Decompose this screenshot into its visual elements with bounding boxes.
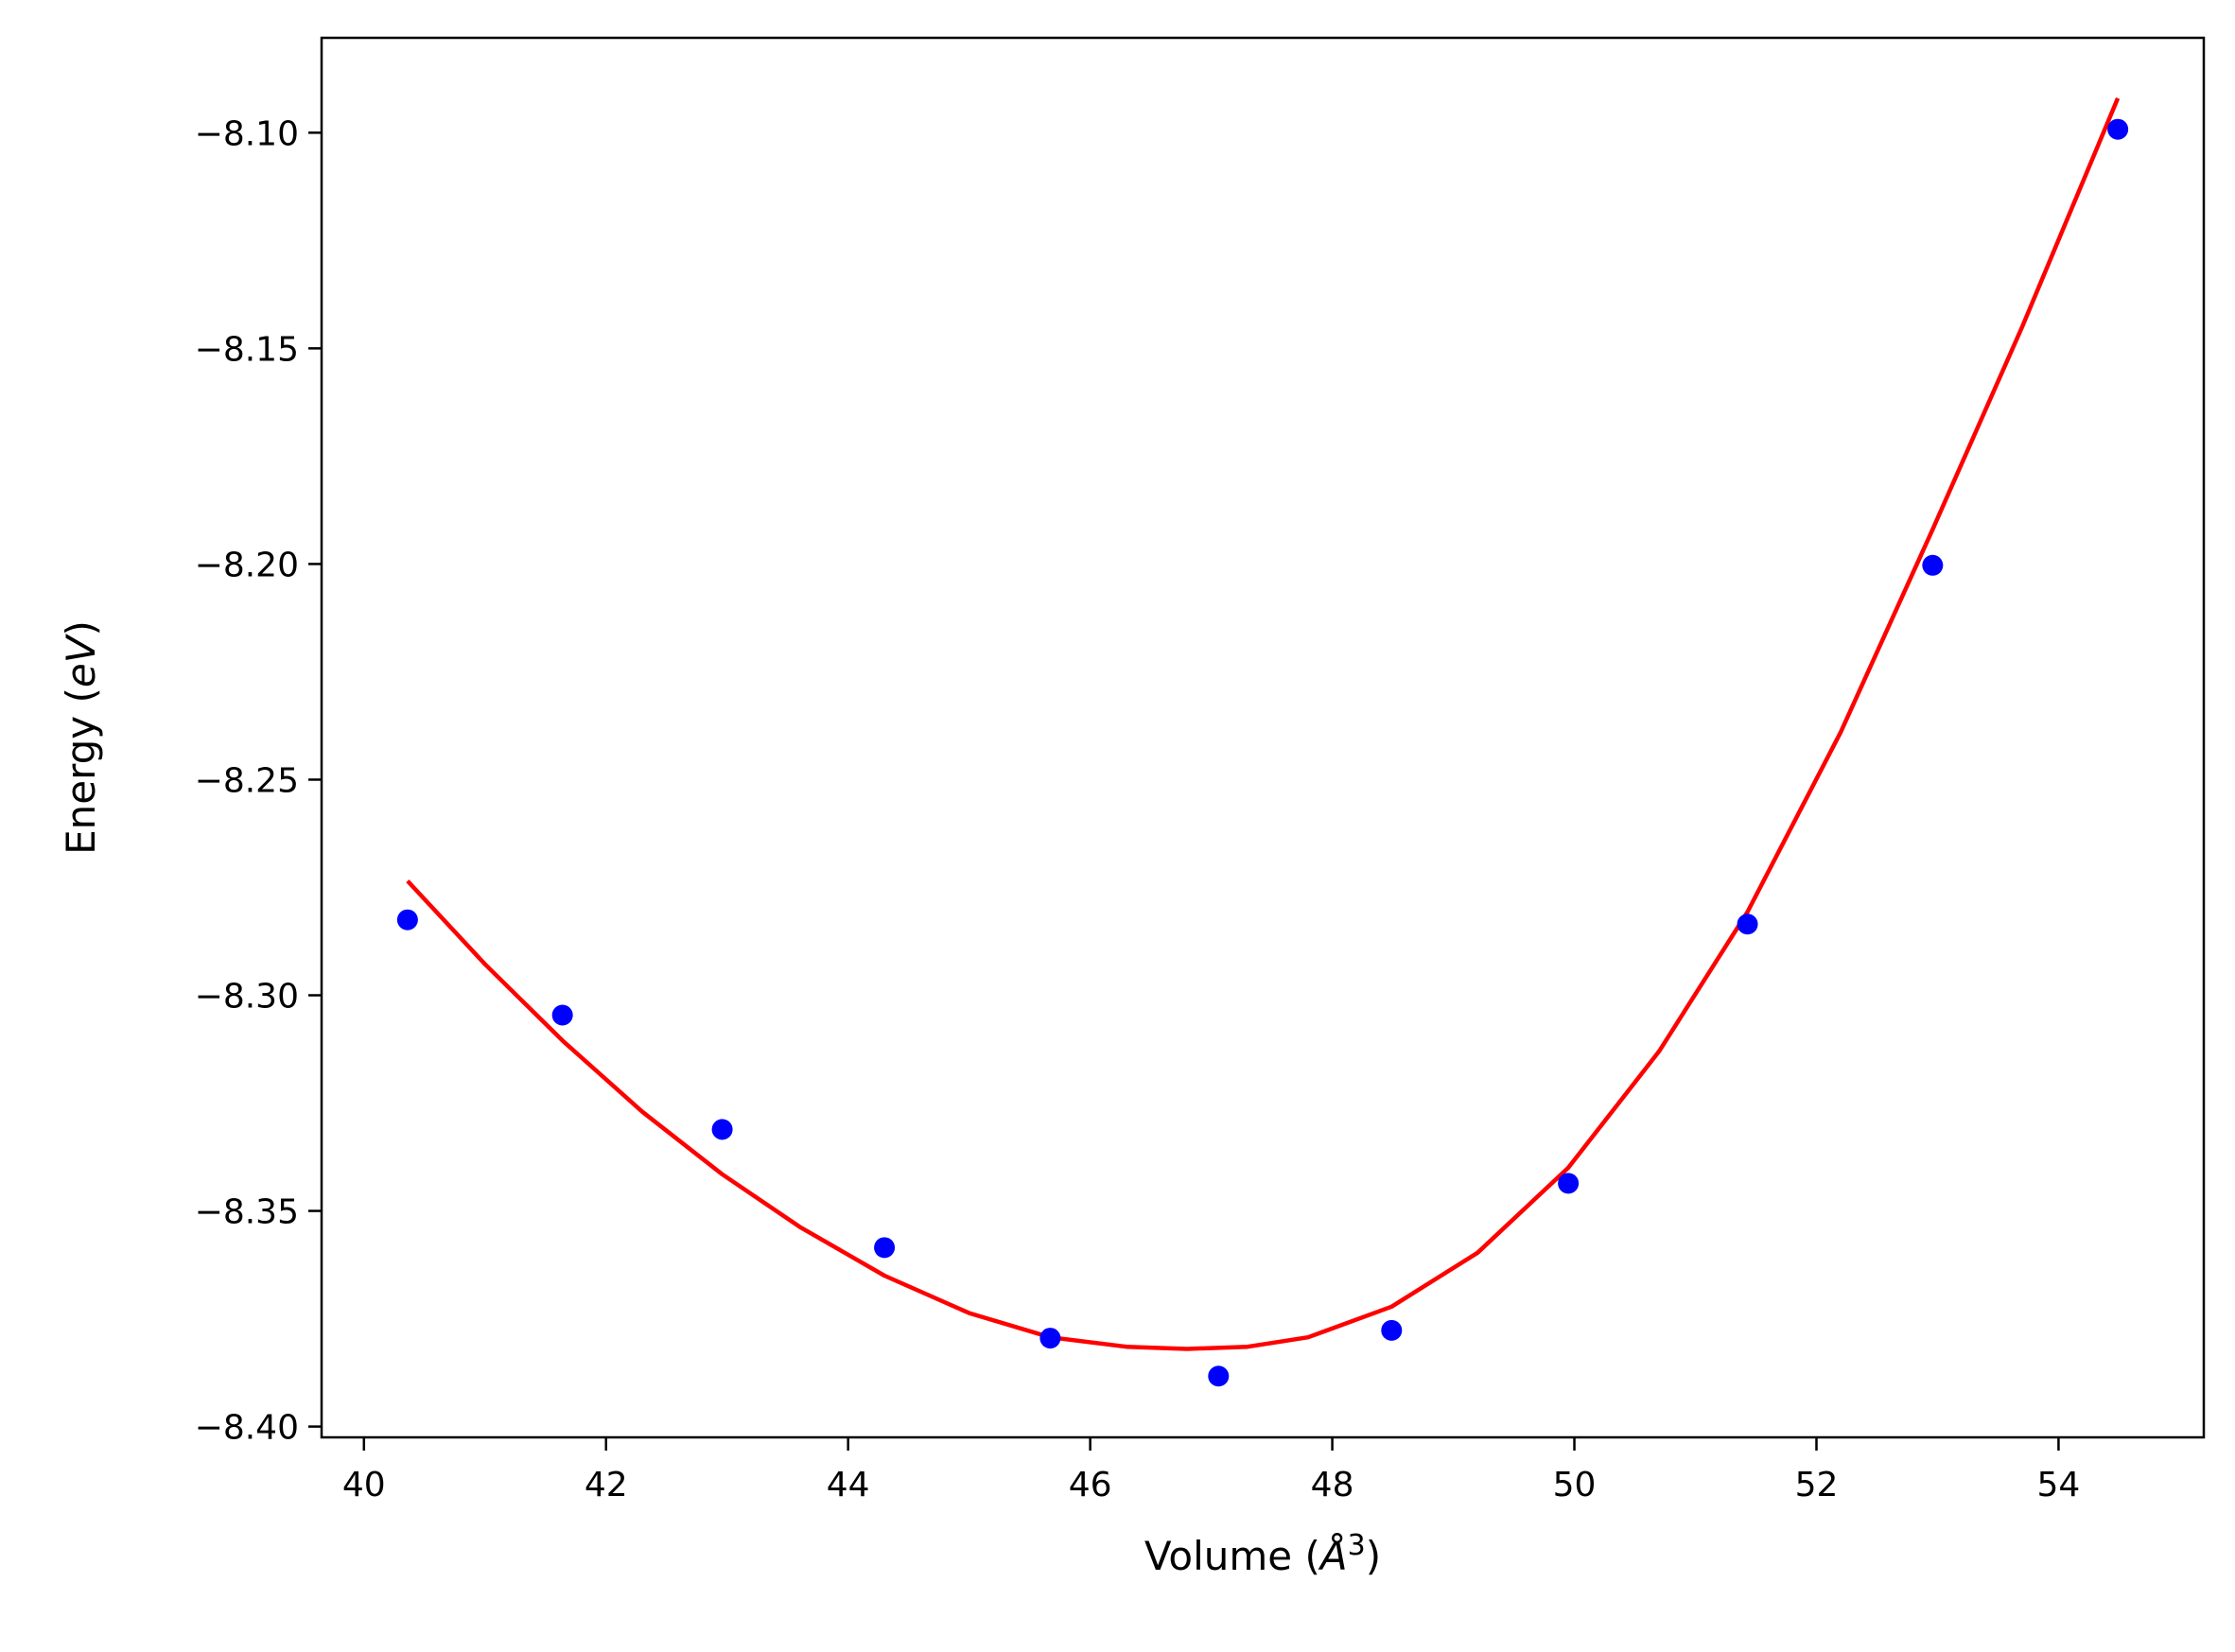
x-axis-label-power: 3 — [1348, 1529, 1366, 1562]
y-tick-label: −8.30 — [195, 978, 299, 1017]
x-tick-label: 48 — [1311, 1466, 1354, 1504]
data-point — [1737, 913, 1758, 935]
y-tick-label: −8.15 — [195, 330, 299, 369]
y-axis-label-unit: eV — [58, 633, 104, 687]
x-tick-label: 44 — [827, 1466, 870, 1504]
y-tick-label: −8.25 — [195, 761, 299, 800]
y-axis-label: Energy (eV) — [58, 620, 104, 855]
data-point — [874, 1237, 896, 1259]
x-axis-label-symbol: Å — [1318, 1532, 1348, 1579]
x-tick-label: 40 — [342, 1466, 386, 1504]
x-tick-label: 52 — [1795, 1466, 1839, 1504]
plot-area — [396, 97, 2129, 1387]
x-axis-label-close: ) — [1366, 1533, 1381, 1579]
data-point — [711, 1119, 733, 1140]
fit-curve — [406, 97, 2121, 1351]
data-point — [1039, 1328, 1061, 1349]
data-point — [2107, 118, 2129, 140]
y-tick-label: −8.10 — [195, 114, 299, 153]
y-axis-label-text: Energy ( — [58, 687, 104, 855]
y-tick-label: −8.35 — [195, 1193, 299, 1232]
x-tick-label: 54 — [2037, 1466, 2081, 1504]
data-point — [1922, 554, 1944, 576]
x-axis-label-text: Volume ( — [1144, 1533, 1320, 1579]
data-point — [1558, 1173, 1580, 1194]
y-tick-label: −8.20 — [195, 546, 299, 584]
x-tick-label: 42 — [585, 1466, 628, 1504]
y-axis-ticks: −8.10 −8.15 −8.20 −8.25 −8.30 −8.35 −8.40 — [195, 114, 322, 1448]
data-point — [551, 1004, 573, 1026]
x-axis-ticks: 40 42 44 46 48 50 52 54 — [342, 1437, 2080, 1504]
data-point — [1381, 1319, 1403, 1341]
data-point — [1208, 1365, 1230, 1387]
axes-frame — [320, 36, 2206, 1439]
y-tick-label: −8.40 — [195, 1409, 299, 1448]
y-axis-label-close: ) — [58, 620, 104, 635]
x-axis-label: Volume (Å3) — [1144, 1529, 1381, 1579]
x-tick-label: 46 — [1069, 1466, 1112, 1504]
data-point — [396, 909, 418, 930]
x-tick-label: 50 — [1553, 1466, 1597, 1504]
